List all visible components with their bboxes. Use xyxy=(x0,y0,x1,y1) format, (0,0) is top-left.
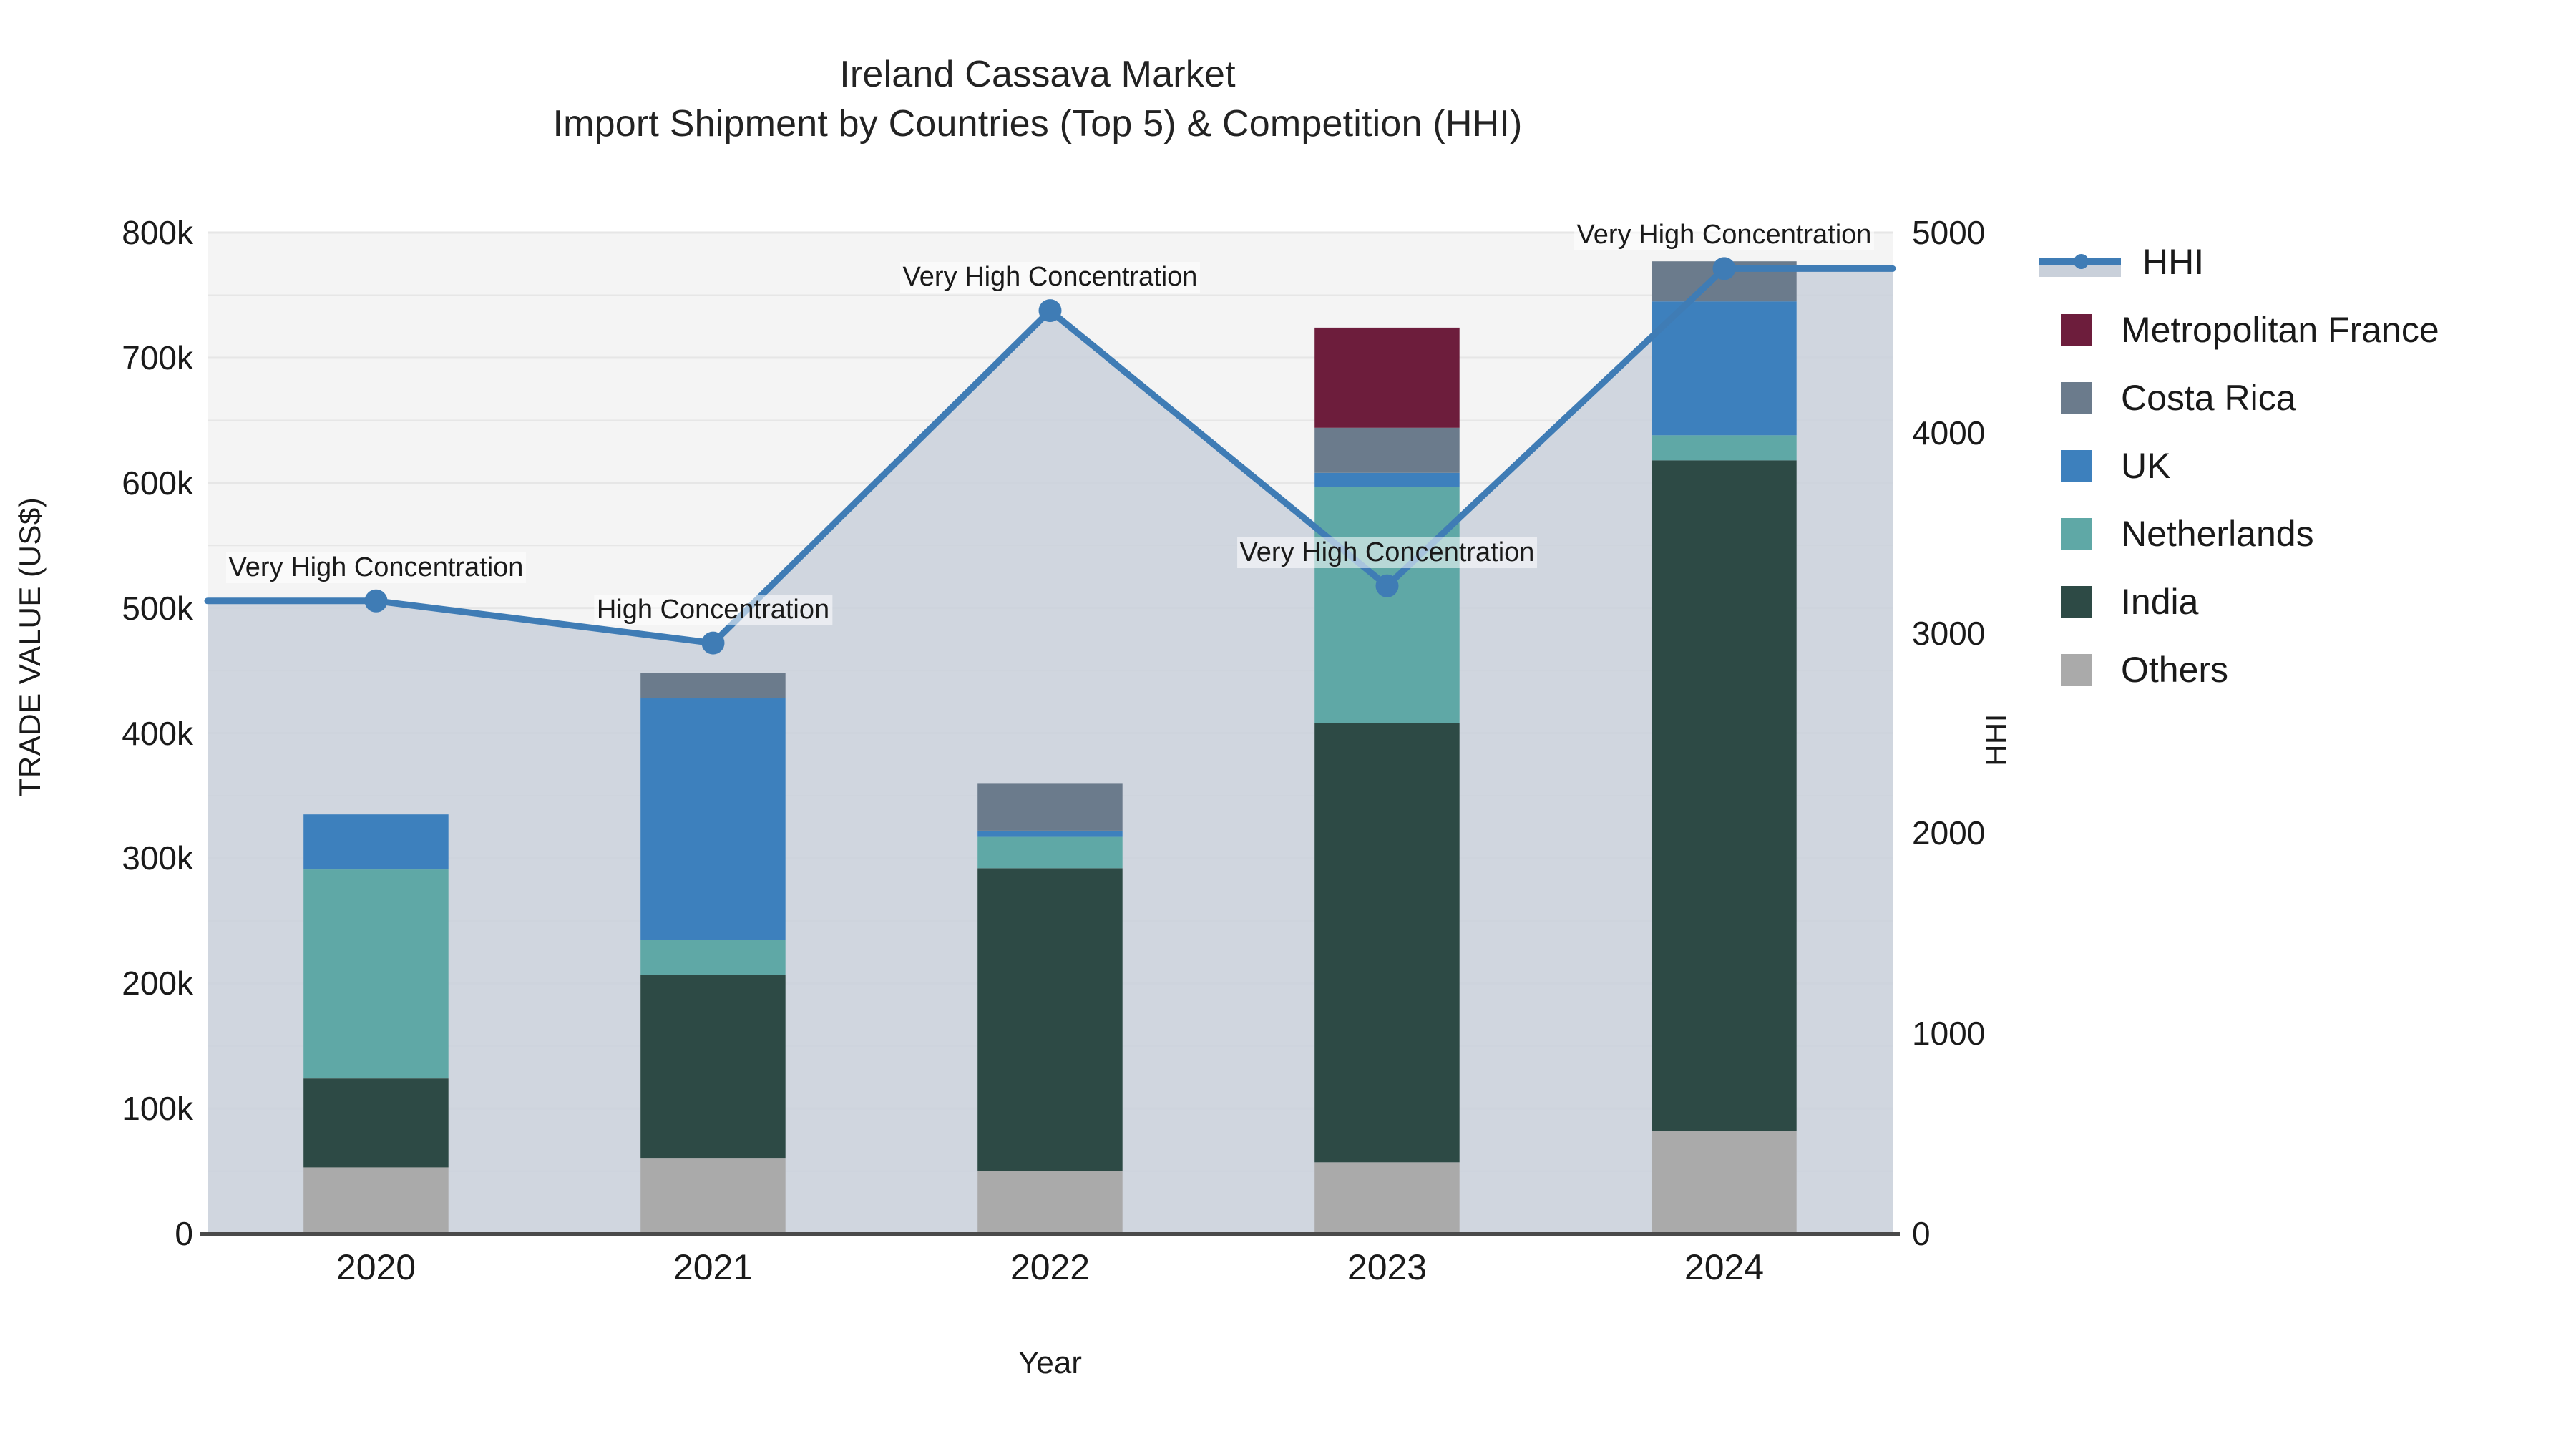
legend-item-label: UK xyxy=(2121,445,2171,486)
concentration-annotation: Very High Concentration xyxy=(225,552,527,583)
x-axis-tick-label: 2022 xyxy=(1010,1247,1091,1287)
hhi-marker[interactable] xyxy=(1038,299,1062,323)
bar-segment[interactable] xyxy=(977,830,1123,837)
bar-segment[interactable] xyxy=(1652,435,1797,461)
x-axis-tick-label: 2023 xyxy=(1347,1247,1428,1287)
bar-stack[interactable] xyxy=(640,673,786,1234)
concentration-annotation: Very High Concentration xyxy=(1574,220,1875,251)
legend-color-swatch xyxy=(2061,585,2092,618)
page-title: Ireland Cassava Market xyxy=(839,54,1236,95)
y-axis-left-title: TRADE VALUE (US$) xyxy=(13,497,47,797)
y-axis-tick-label: 600k xyxy=(122,464,193,502)
legend-item[interactable]: UK xyxy=(2039,431,2569,499)
hhi-marker[interactable] xyxy=(1712,257,1736,280)
legend-color-swatch xyxy=(2061,313,2092,346)
concentration-annotation: High Concentration xyxy=(593,594,833,625)
legend-item-label: India xyxy=(2121,581,2199,622)
bar-segment[interactable] xyxy=(640,673,786,698)
bar-stack[interactable] xyxy=(1314,327,1460,1234)
bar-stack[interactable] xyxy=(1652,261,1797,1234)
legend-item[interactable]: Others xyxy=(2039,635,2569,703)
x-axis-tick-label: 2020 xyxy=(336,1247,416,1287)
legend-item[interactable]: HHI xyxy=(2039,228,2569,296)
y-axis-tick-label: 200k xyxy=(122,965,193,1002)
bar-segment[interactable] xyxy=(977,1171,1123,1234)
y2-axis-tick-label: 4000 xyxy=(1912,414,1986,452)
bar-segment[interactable] xyxy=(640,940,786,975)
legend-item-label: Metropolitan France xyxy=(2121,309,2439,350)
x-axis-spine xyxy=(200,1232,1900,1236)
concentration-annotation: Very High Concentration xyxy=(1236,537,1538,568)
bar-segment[interactable] xyxy=(977,783,1123,831)
bar-segment[interactable] xyxy=(303,1167,449,1234)
x-axis-tick-label: 2021 xyxy=(673,1247,753,1287)
plot-area xyxy=(204,231,1896,1235)
y-axis-tick-label: 0 xyxy=(175,1215,193,1252)
legend-item[interactable]: India xyxy=(2039,567,2569,635)
bar-segment[interactable] xyxy=(303,1078,449,1168)
bar-stack[interactable] xyxy=(303,814,449,1234)
hhi-marker[interactable] xyxy=(1375,574,1399,597)
y2-axis-tick-label: 3000 xyxy=(1912,614,1986,652)
bar-stack[interactable] xyxy=(977,783,1123,1234)
bar-segment[interactable] xyxy=(1314,487,1460,723)
y-axis-tick-label: 300k xyxy=(122,839,193,877)
concentration-annotation: Very High Concentration xyxy=(899,262,1201,293)
y-axis-tick-label: 800k xyxy=(122,214,193,251)
y2-axis-tick-label: 2000 xyxy=(1912,814,1986,852)
legend-item[interactable]: Costa Rica xyxy=(2039,364,2569,431)
y-axis-tick-label: 400k xyxy=(122,714,193,752)
y2-axis-tick-label: 1000 xyxy=(1912,1015,1986,1053)
bar-segment[interactable] xyxy=(640,1158,786,1234)
hhi-marker[interactable] xyxy=(364,589,388,613)
bar-segment[interactable] xyxy=(1314,327,1460,428)
y2-axis-tick-label: 5000 xyxy=(1912,214,1986,251)
y-axis-left: 0 100k 200k 300k 400k 500k 600k 700k 800k xyxy=(0,0,195,1449)
bar-segment[interactable] xyxy=(303,869,449,1079)
bar-segment[interactable] xyxy=(1652,460,1797,1131)
y-axis-right-title: HHI xyxy=(1979,713,2013,766)
bar-segment[interactable] xyxy=(1314,472,1460,487)
bar-segment[interactable] xyxy=(1314,723,1460,1163)
plot-canvas xyxy=(204,231,1896,1235)
y-axis-tick-label: 100k xyxy=(122,1090,193,1128)
x-axis-tick-label: 2024 xyxy=(1684,1247,1765,1287)
chart-legend: HHI Metropolitan France Costa Rica UK Nether… xyxy=(2039,228,2569,703)
y2-axis-tick-label: 0 xyxy=(1912,1215,1931,1252)
y-axis-tick-label: 500k xyxy=(122,589,193,627)
bar-segment[interactable] xyxy=(977,868,1123,1171)
hhi-marker[interactable] xyxy=(701,631,725,655)
legend-color-swatch xyxy=(2061,517,2092,550)
bar-segment[interactable] xyxy=(640,698,786,940)
x-axis-title: Year xyxy=(1018,1345,1082,1380)
legend-item[interactable]: Netherlands xyxy=(2039,499,2569,567)
legend-line-icon xyxy=(2039,245,2121,278)
legend-item-label: Netherlands xyxy=(2121,513,2314,554)
legend-color-swatch xyxy=(2061,449,2092,482)
chart-subtitle: Import Shipment by Countries (Top 5) & C… xyxy=(552,102,1523,145)
bar-segment[interactable] xyxy=(977,836,1123,869)
legend-item-label: Others xyxy=(2121,649,2229,690)
bar-segment[interactable] xyxy=(1652,301,1797,436)
bar-segment[interactable] xyxy=(640,975,786,1159)
y-axis-tick-label: 700k xyxy=(122,338,193,376)
legend-item-label: Costa Rica xyxy=(2121,377,2296,418)
chart-title-block: Ireland Cassava Market Import Shipment b… xyxy=(0,50,2075,148)
bar-segment[interactable] xyxy=(303,814,449,870)
bar-segment[interactable] xyxy=(1314,1162,1460,1234)
legend-color-swatch xyxy=(2061,653,2092,686)
bar-segment[interactable] xyxy=(1652,1131,1797,1234)
y-axis-right: 0 1000 2000 3000 4000 5000 xyxy=(1912,0,2098,1449)
legend-item-label: HHI xyxy=(2142,241,2205,282)
bar-segment[interactable] xyxy=(1314,427,1460,473)
legend-color-swatch xyxy=(2061,381,2092,414)
legend-item[interactable]: Metropolitan France xyxy=(2039,296,2569,364)
